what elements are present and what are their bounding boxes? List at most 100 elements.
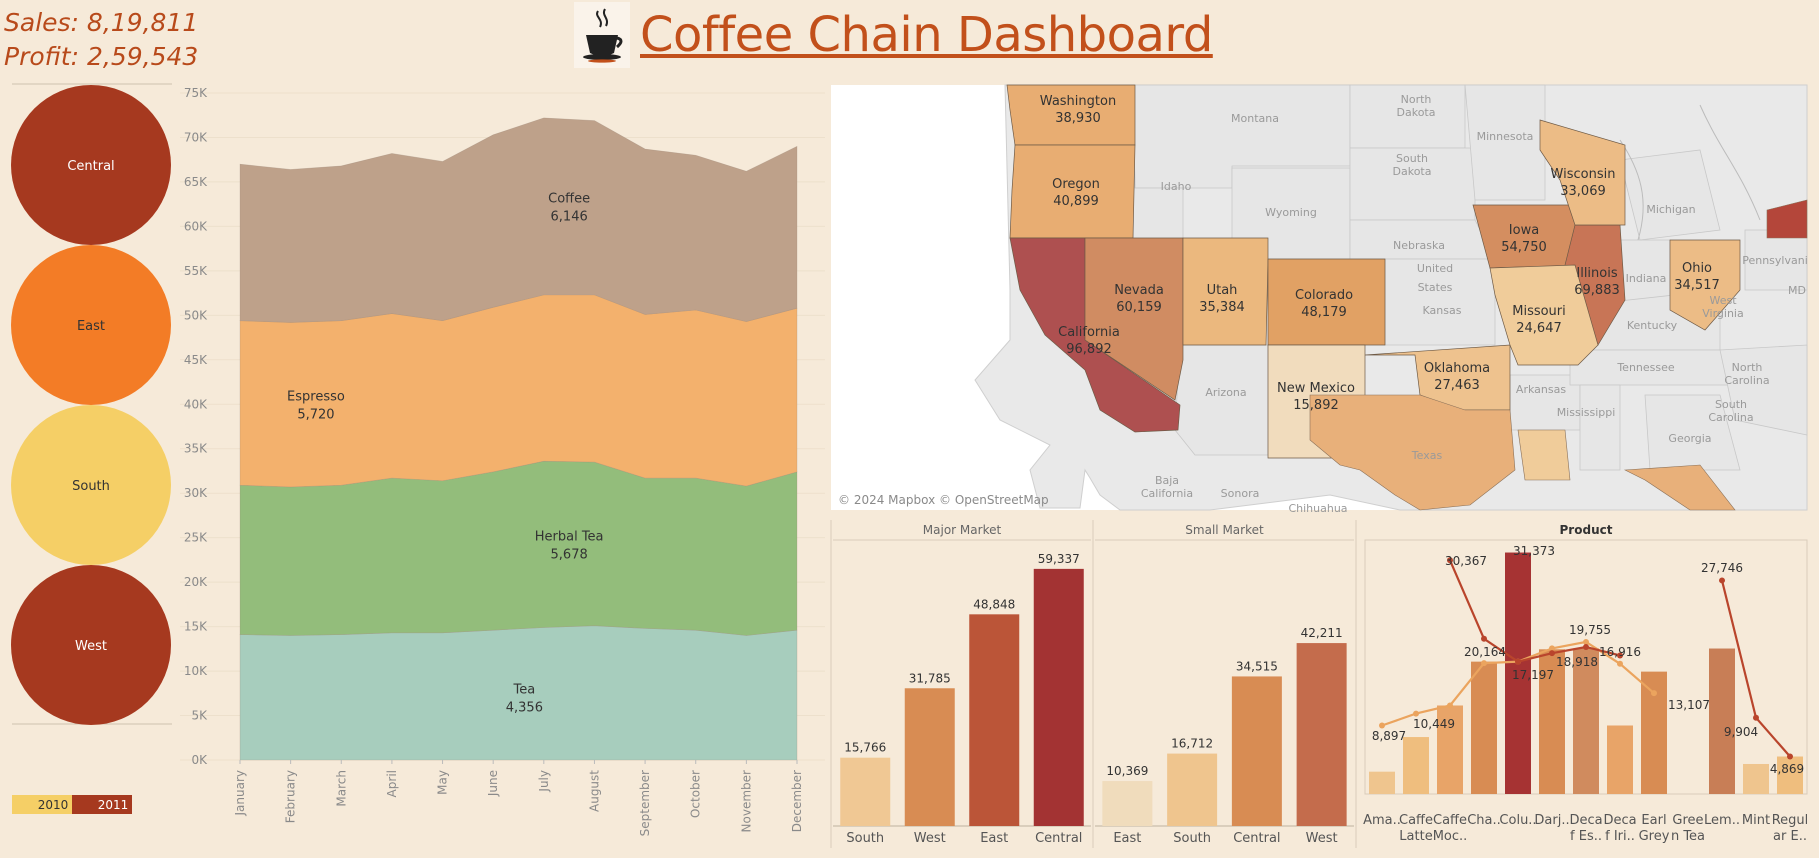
map-state-value: 48,179 xyxy=(1301,305,1347,320)
bar-category-label: West xyxy=(1306,831,1338,846)
bar-west[interactable] xyxy=(904,688,955,826)
map-state-name: Oklahoma xyxy=(1424,361,1490,376)
product-bar[interactable] xyxy=(1607,725,1633,794)
y-tick-label: 0K xyxy=(191,753,208,767)
y-tick-label: 40K xyxy=(184,397,208,411)
y-tick-label: 55K xyxy=(184,264,208,278)
product-bar[interactable] xyxy=(1539,649,1565,794)
bar-category-label: East xyxy=(1113,831,1141,846)
map-state-value: 15,892 xyxy=(1293,398,1339,413)
map-region-label: South xyxy=(1715,398,1747,411)
product-bar[interactable] xyxy=(1777,756,1803,794)
x-tick-label: November xyxy=(739,770,753,832)
bar-central[interactable] xyxy=(1231,676,1282,826)
area-herbal-tea xyxy=(239,460,798,636)
legend-swatch-2011 xyxy=(72,795,132,814)
map-state-florida xyxy=(1623,464,1736,511)
product-value-label: 31,373 xyxy=(1513,544,1555,558)
product-line-2011-point xyxy=(1447,557,1453,564)
coffee-cup-icon xyxy=(574,2,630,68)
map-state-carolinas xyxy=(1719,344,1808,436)
product-line-2011-point xyxy=(1481,635,1487,642)
kpi-sales: Sales: 8,19,811 xyxy=(4,8,199,37)
map-region-label: Sonora xyxy=(1221,487,1260,500)
product-category-label: Caffe xyxy=(1399,813,1433,828)
product-line-2010-point xyxy=(1379,722,1385,729)
product-category-label: f Iri.. xyxy=(1605,829,1635,844)
bar-east[interactable] xyxy=(1102,781,1153,826)
map-region-label: West xyxy=(1709,294,1737,307)
product-bar[interactable] xyxy=(1437,705,1463,794)
map-region-label: Idaho xyxy=(1161,180,1192,193)
area-label-value: 6,146 xyxy=(551,209,588,224)
map-state-wisconsin[interactable] xyxy=(1539,119,1626,226)
map-region-label: Virginia xyxy=(1702,307,1743,320)
region-circles: Central East South West xyxy=(11,83,172,725)
product-category-label: Ama.. xyxy=(1363,813,1401,828)
bar-south[interactable] xyxy=(1167,753,1218,826)
map-state-ohio[interactable] xyxy=(1669,239,1741,331)
map-state-missouri[interactable] xyxy=(1489,264,1599,366)
bar-value-label: 31,785 xyxy=(909,671,951,685)
area-label-name: Coffee xyxy=(548,191,590,206)
map-state-utah[interactable] xyxy=(1182,237,1269,346)
bar-category-label: East xyxy=(980,831,1008,846)
bar-value-label: 59,337 xyxy=(1038,552,1080,566)
product-value-label: 18,918 xyxy=(1556,655,1598,669)
product-category-label: Earl xyxy=(1641,813,1666,828)
map-state-name: Iowa xyxy=(1509,223,1539,238)
bar-east[interactable] xyxy=(969,614,1020,826)
product-category-label: ar E.. xyxy=(1773,829,1807,844)
product-bar[interactable] xyxy=(1641,671,1667,794)
area-label-name: Tea xyxy=(513,683,536,698)
product-line-2010-point xyxy=(1651,690,1657,697)
bar-central[interactable] xyxy=(1033,568,1084,826)
x-tick-label: August xyxy=(587,770,601,812)
map-region-label: Indiana xyxy=(1626,272,1667,285)
region-circle-central[interactable] xyxy=(11,85,171,245)
map-state-texas xyxy=(1309,394,1516,511)
x-tick-label: February xyxy=(284,770,298,823)
map-region-label: Dakota xyxy=(1397,106,1436,119)
map-region-label: Wyoming xyxy=(1265,206,1317,219)
map-state-name: Ohio xyxy=(1682,261,1712,276)
bar-category-label: Central xyxy=(1035,831,1082,846)
map-state-name: Oregon xyxy=(1052,177,1100,192)
product-bar[interactable] xyxy=(1471,661,1497,794)
title-bar: Coffee Chain Dashboard xyxy=(574,0,1213,70)
product-bar[interactable] xyxy=(1743,763,1769,794)
stacked-area-chart: 0K 5K 10K 15K 20K 25K 30K 35K 40K 45K 50K 55K 60K 65K… xyxy=(180,86,825,836)
region-label: Central xyxy=(67,159,114,174)
map-state-colorado[interactable] xyxy=(1267,258,1386,346)
map-state-nevada[interactable] xyxy=(1084,237,1184,401)
region-circle-south[interactable] xyxy=(11,405,171,565)
product-bar[interactable] xyxy=(1573,648,1599,794)
state-sales-map[interactable]: MontanaNorthDakotaSouthDakotaWyomingIdah… xyxy=(831,84,1808,515)
bar-south[interactable] xyxy=(840,757,891,826)
bar-west[interactable] xyxy=(1296,643,1347,826)
map-region-label: Pennsylvani xyxy=(1742,254,1808,267)
region-circle-west[interactable] xyxy=(11,565,171,725)
product-line-2010-point xyxy=(1549,645,1555,652)
x-tick-label: December xyxy=(790,770,804,832)
map-region-label: California xyxy=(1141,487,1193,500)
x-tick-label: June xyxy=(486,770,500,797)
map-region-label: North xyxy=(1401,93,1432,106)
y-tick-label: 20K xyxy=(184,575,208,589)
map-country-label: United xyxy=(1417,262,1453,275)
map-state-name: California xyxy=(1058,325,1120,340)
x-tick-label: January xyxy=(233,770,247,817)
region-circle-east[interactable] xyxy=(11,245,171,405)
map-region-label: Mississippi xyxy=(1557,406,1616,419)
map-region-label: Carolina xyxy=(1724,374,1769,387)
map-state-georgia xyxy=(1644,394,1741,471)
product-category-label: f Es.. xyxy=(1570,829,1602,844)
product-line-2010-point xyxy=(1617,660,1623,667)
product-bar[interactable] xyxy=(1403,737,1429,794)
product-bar[interactable] xyxy=(1369,771,1395,794)
product-bar[interactable] xyxy=(1505,552,1531,794)
map-region-label: Dakota xyxy=(1393,165,1432,178)
product-bar[interactable] xyxy=(1709,648,1735,794)
legend-label: 2011 xyxy=(98,798,129,812)
map-region-label: Georgia xyxy=(1668,432,1711,445)
